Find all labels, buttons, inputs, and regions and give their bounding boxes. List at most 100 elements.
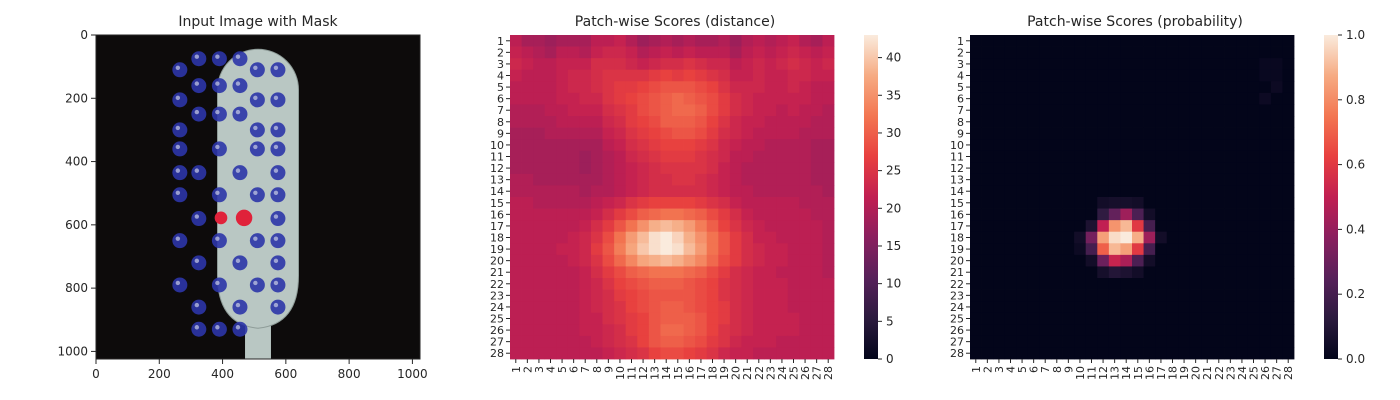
heatmap-cell [1120, 185, 1133, 198]
heatmap-cell [1166, 197, 1179, 209]
heatmap-cell [1270, 347, 1283, 360]
heatmap-cell [1282, 301, 1295, 314]
heatmap-cell [1236, 266, 1249, 279]
bristle-tuft [270, 211, 286, 227]
heatmap-cell [556, 162, 569, 175]
heatmap-cell [822, 254, 835, 267]
heatmap-cell [591, 58, 603, 71]
heatmap-cell [1074, 254, 1087, 267]
heatmap-cell [1189, 243, 1202, 256]
heatmap-cell [799, 162, 812, 175]
heatmap-cell [729, 289, 742, 302]
heatmap-cell [544, 58, 557, 71]
heatmap-cell [1247, 254, 1260, 267]
heatmap-cell [510, 139, 522, 152]
heatmap-cell [993, 254, 1006, 267]
heatmap-cell [1004, 35, 1017, 47]
heatmap-cell [556, 92, 569, 105]
heatmap-cell [822, 347, 835, 360]
heatmap-cell [822, 324, 835, 337]
bristle-tuft [232, 165, 248, 181]
heatmap-cell [1213, 127, 1225, 140]
heatmap-cell [1097, 324, 1110, 337]
heatmap-cell [810, 231, 823, 244]
heatmap-cell [799, 58, 812, 71]
heatmap-cell [1085, 150, 1098, 163]
heatmap-cell [1224, 347, 1237, 360]
bristle-tuft [172, 92, 188, 108]
heatmap-cell [672, 81, 684, 94]
heatmap-cell [1004, 231, 1017, 244]
heatmap-cell [1120, 162, 1133, 175]
heatmap-cell [1062, 208, 1075, 221]
heatmap-cell [1270, 185, 1283, 198]
heatmap-cell [510, 312, 522, 325]
heatmap-cell [706, 231, 719, 244]
heatmap-cell [1236, 289, 1249, 302]
heatmap-cell [695, 254, 708, 267]
heatmap-cell [1039, 150, 1052, 163]
bristle-tuft [211, 106, 227, 122]
heatmap-cell [1132, 312, 1144, 325]
heatmap-cell [567, 92, 580, 105]
heatmap-cell [1027, 58, 1040, 71]
heatmap-cell [1247, 173, 1260, 186]
heatmap-cell [993, 35, 1006, 47]
heatmap-cell [741, 197, 754, 209]
heatmap-cell [1166, 104, 1179, 117]
bristle-tuft [270, 62, 286, 78]
heatmap-cell [787, 127, 800, 140]
heatmap-cell [1108, 208, 1121, 221]
heatmap-cell [567, 58, 580, 71]
heatmap-cell [1247, 324, 1260, 337]
heatmap-cell [1027, 104, 1040, 117]
heatmap-cell [1143, 335, 1156, 348]
heatmap-cell [1178, 150, 1191, 163]
heatmap-cell [1074, 104, 1087, 117]
y-tick-label: 10 [490, 139, 504, 152]
heatmap-cell [729, 69, 742, 82]
heatmap-cell [1213, 92, 1225, 105]
x-tick-label: 13 [1109, 366, 1122, 380]
heatmap-cell [683, 139, 696, 152]
heatmap-cell [1178, 278, 1191, 290]
heatmap-cell [741, 150, 754, 163]
heatmap-cell [1120, 150, 1133, 163]
heatmap-cell [1085, 324, 1098, 337]
heatmap-cell [1201, 301, 1214, 314]
heatmap-cell [1282, 69, 1295, 82]
heatmap-cell [521, 324, 534, 337]
bristle-highlight [175, 125, 181, 131]
heatmap-cell [614, 289, 627, 302]
heatmap-cell [729, 220, 742, 233]
heatmap-cell [1097, 231, 1110, 244]
heatmap-cell [970, 220, 982, 233]
heatmap-cell [1224, 335, 1237, 348]
heatmap-cell [764, 197, 777, 209]
heatmap-cell [753, 81, 765, 94]
heatmap-cell [1062, 266, 1075, 279]
heatmap-cell [510, 208, 522, 221]
heatmap-cell [993, 347, 1006, 360]
heatmap-cell [510, 46, 522, 59]
heatmap-cell [648, 116, 661, 128]
heatmap-cell [695, 289, 708, 302]
heatmap-cell [1282, 58, 1295, 71]
heatmap-cell [776, 243, 789, 256]
heatmap-cell [753, 266, 765, 279]
heatmap-cell [521, 69, 534, 82]
heatmap-cell [1247, 139, 1260, 152]
heatmap-cell [741, 278, 754, 290]
heatmap-cell [1085, 312, 1098, 325]
heatmap-cell [970, 173, 982, 186]
heatmap-cell [1282, 289, 1295, 302]
heatmap-cell [1213, 69, 1225, 82]
heatmap-cell [1074, 69, 1087, 82]
heatmap-cell [1213, 266, 1225, 279]
heatmap-cell [993, 46, 1006, 59]
heatmap-cell [567, 324, 580, 337]
heatmap-cell [764, 104, 777, 117]
heatmap-cell [1051, 185, 1063, 198]
bristle-tuft [249, 187, 265, 203]
heatmap-cell [521, 162, 534, 175]
